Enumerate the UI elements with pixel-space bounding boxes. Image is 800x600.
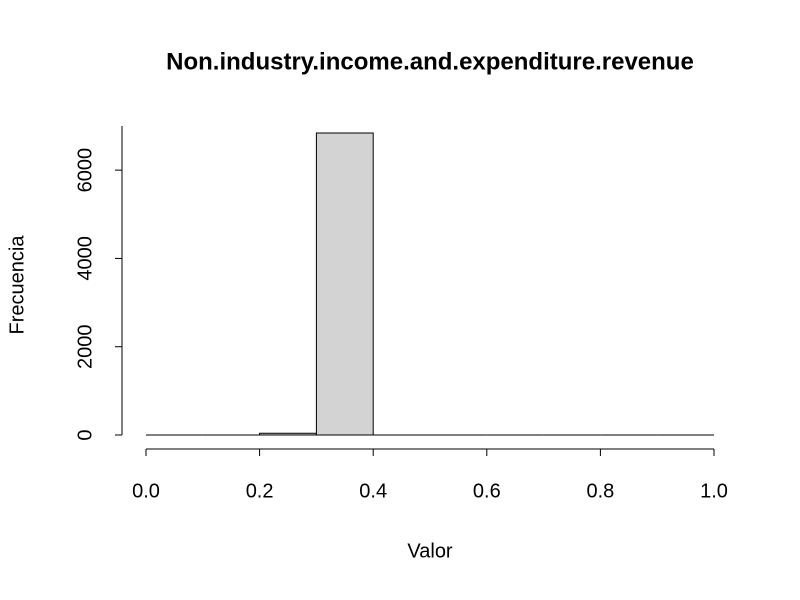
x-tick-label: 1.0 (700, 480, 728, 502)
bar (315, 132, 374, 436)
bar (259, 432, 317, 436)
y-axis-label: Frecuencia (6, 235, 28, 335)
x-tick-label: 0.2 (246, 480, 274, 502)
x-tick-label: 0.6 (473, 480, 501, 502)
x-tick-label: 0.0 (132, 480, 160, 502)
chart-title: Non.industry.income.and.expenditure.reve… (166, 48, 694, 75)
y-tick-label: 6000 (74, 148, 96, 193)
x-tick-label: 0.4 (359, 480, 387, 502)
y-tick-label: 2000 (74, 324, 96, 369)
x-tick-label: 0.8 (586, 480, 614, 502)
x-axis-label: Valor (407, 540, 453, 562)
y-tick-label: 0 (74, 429, 96, 440)
y-tick-label: 4000 (74, 236, 96, 281)
